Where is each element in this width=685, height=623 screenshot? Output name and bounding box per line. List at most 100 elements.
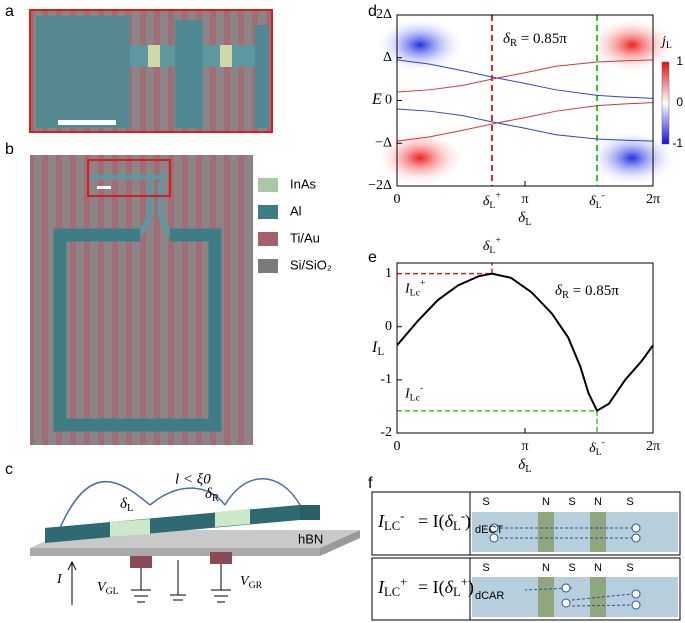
current-symbol-sub: LC bbox=[384, 585, 400, 599]
colorbar-tick-label: 1 bbox=[676, 54, 683, 68]
marker-label: δL+ bbox=[483, 235, 502, 256]
curve bbox=[396, 108, 654, 142]
current-symbol: ILC- bbox=[377, 509, 404, 533]
legend-label: Ti/Au bbox=[290, 230, 320, 245]
marker-value-label-sub: Lc bbox=[410, 393, 421, 404]
gate-right-sub: GR bbox=[249, 580, 263, 591]
equation-post: ) bbox=[465, 511, 471, 532]
y-tick-label: -1 bbox=[380, 372, 392, 387]
equation-post: ) bbox=[468, 577, 474, 598]
marker-label: δL- bbox=[589, 437, 605, 458]
marker-label-sub: L bbox=[596, 447, 602, 458]
x-axis-label: δL bbox=[518, 210, 531, 228]
y-tick-label: 2Δ bbox=[376, 7, 392, 22]
y-tick-label: -2 bbox=[380, 425, 392, 440]
region-letter: S bbox=[568, 496, 575, 508]
region-letter: S bbox=[568, 562, 575, 574]
colorbar-tick-label: 0 bbox=[676, 95, 683, 109]
region-letter: N bbox=[542, 562, 550, 574]
y-axis-label-sub: L bbox=[377, 346, 384, 358]
annotation-t: δ bbox=[555, 283, 563, 299]
length-label: l < ξ0 bbox=[175, 471, 211, 487]
marker-label-sup: + bbox=[495, 190, 501, 201]
y-axis-label: IL bbox=[371, 339, 384, 358]
x-axis-label-t: δ bbox=[518, 457, 526, 473]
y-tick-label: 0 bbox=[385, 93, 392, 108]
current-density-map bbox=[375, 17, 677, 186]
panel-label: b bbox=[5, 141, 14, 158]
marker-label-t: δ bbox=[483, 194, 490, 209]
sem-image-a bbox=[29, 9, 273, 133]
x-tick-label: 0 bbox=[394, 192, 401, 207]
equation-sub: L bbox=[453, 585, 461, 599]
x-tick-label: 0 bbox=[394, 439, 401, 454]
y-tick-label: −Δ bbox=[375, 135, 392, 150]
process-name: dECT bbox=[475, 524, 503, 536]
x-axis-label-sub: L bbox=[525, 464, 531, 475]
gate-left-sub: GL bbox=[106, 586, 119, 597]
current-symbol-t: I bbox=[377, 577, 385, 597]
x-axis-label-sub: L bbox=[525, 217, 531, 228]
colorbar-label: jL bbox=[660, 34, 672, 51]
annotation-t: δ bbox=[503, 31, 511, 47]
y-tick-label: −2Δ bbox=[368, 178, 392, 193]
region-letter: N bbox=[594, 496, 602, 508]
plot-frame bbox=[396, 262, 654, 434]
marker-label: δL+ bbox=[483, 190, 502, 211]
phase-left: δL bbox=[120, 496, 133, 514]
current-label: I bbox=[56, 572, 63, 587]
y-tick-label: 0 bbox=[385, 319, 392, 334]
x-axis-label-t: δ bbox=[518, 210, 526, 226]
y-axis-label: E bbox=[371, 91, 382, 108]
annotation-post: = 0.85π bbox=[517, 31, 567, 47]
equation-pre: = I( bbox=[418, 511, 445, 532]
equation-sup: + bbox=[461, 575, 468, 589]
marker-label-sub: L bbox=[489, 200, 495, 211]
legend-label: Al bbox=[290, 203, 302, 218]
phase-left-t: δ bbox=[120, 496, 128, 512]
marker-value-label-sup: + bbox=[420, 278, 426, 289]
curve bbox=[396, 272, 654, 413]
annotation-sub: R bbox=[510, 38, 517, 49]
marker-value-label-sub: Lc bbox=[410, 288, 421, 299]
equation-t: δ bbox=[445, 577, 454, 597]
colorbar-tick-label: -1 bbox=[672, 136, 683, 150]
current-symbol-sup: + bbox=[400, 575, 407, 589]
panel-label: f bbox=[368, 475, 373, 492]
annotation: δR = 0.85π bbox=[503, 31, 567, 49]
gate-left-t: V bbox=[97, 580, 107, 595]
y-tick-label: Δ bbox=[383, 50, 392, 65]
region-letter: S bbox=[626, 562, 633, 574]
legend-swatch bbox=[258, 232, 278, 246]
gate-left: VGL bbox=[97, 580, 119, 597]
process-boxes bbox=[371, 491, 681, 621]
legend-swatch bbox=[258, 259, 278, 273]
equation-t: δ bbox=[445, 511, 454, 531]
region-letter: N bbox=[594, 562, 602, 574]
marker-label-t: δ bbox=[589, 194, 596, 209]
marker-value-label: ILc+ bbox=[404, 278, 426, 299]
process-name: dCAR bbox=[475, 590, 504, 602]
colorbar-label-sub: L bbox=[666, 40, 672, 51]
panel-label: c bbox=[5, 461, 13, 478]
colorbar-label-t: j bbox=[660, 34, 666, 49]
curve bbox=[396, 102, 654, 142]
equation-sub: L bbox=[453, 519, 461, 533]
plot-frame bbox=[396, 14, 654, 187]
legend-swatch bbox=[258, 205, 278, 219]
equation-sup: - bbox=[461, 509, 465, 523]
device-schematic bbox=[30, 478, 360, 605]
marker-label-t: δ bbox=[589, 441, 596, 456]
marker-label-sub: L bbox=[489, 245, 495, 256]
sem-image-b bbox=[30, 155, 253, 445]
gate-right: VGR bbox=[240, 574, 263, 591]
panel-label: a bbox=[5, 3, 14, 20]
phase-left-sub: L bbox=[127, 503, 133, 514]
region-letter: S bbox=[482, 562, 489, 574]
phase-right-t: δ bbox=[205, 486, 213, 502]
current-symbol-t: I bbox=[377, 511, 385, 531]
curve bbox=[396, 59, 654, 99]
panel-label: e bbox=[368, 249, 377, 266]
current-symbol-sub: LC bbox=[384, 519, 400, 533]
